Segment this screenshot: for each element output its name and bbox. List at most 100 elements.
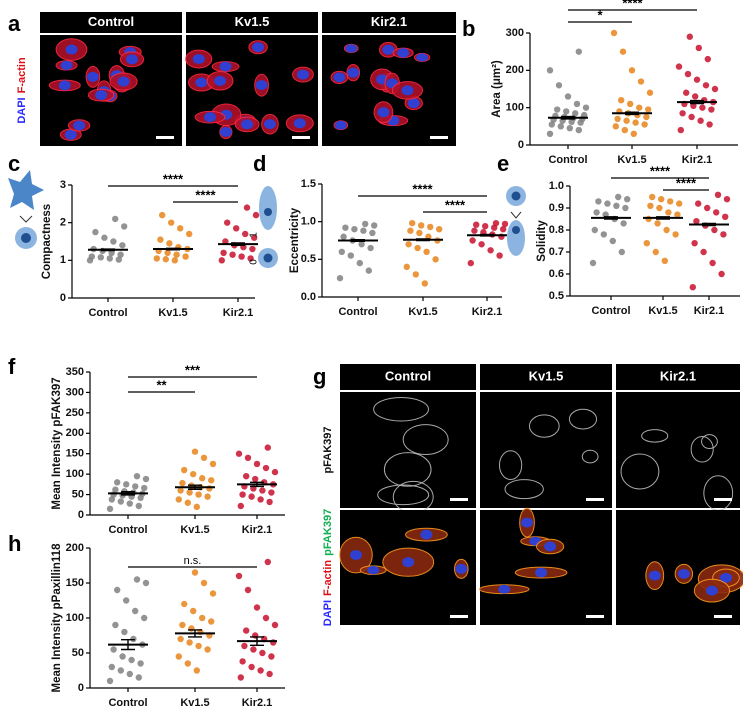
column-header: Control — [385, 368, 431, 383]
significance-label: *** — [185, 362, 201, 377]
sem-bar — [188, 629, 202, 638]
data-point — [262, 614, 270, 622]
cell — [620, 453, 660, 490]
x-tick-label: Control — [591, 305, 630, 317]
sem-bar — [250, 481, 264, 488]
data-point — [589, 259, 597, 267]
data-point — [108, 496, 116, 503]
data-point — [106, 255, 114, 262]
data-point — [636, 104, 643, 111]
data-point — [244, 586, 252, 594]
data-point — [709, 259, 716, 267]
row-label: DAPI F-actin — [16, 57, 28, 124]
data-point — [700, 248, 707, 256]
nucleus — [241, 119, 254, 130]
y-axis-label: Eccentricity — [289, 207, 301, 273]
data-point — [711, 226, 718, 234]
data-point — [365, 267, 372, 274]
data-point — [166, 240, 173, 247]
nucleus — [648, 570, 661, 581]
y-tick-label: 300 — [66, 386, 84, 398]
data-point — [340, 233, 347, 240]
sem-bar — [625, 111, 639, 116]
icon-solidity — [506, 186, 526, 256]
nucleus — [407, 98, 420, 109]
data-point — [646, 89, 654, 96]
data-point — [679, 110, 686, 117]
data-point — [473, 221, 480, 228]
nucleus — [677, 568, 690, 579]
data-point — [358, 241, 365, 248]
data-point — [632, 119, 639, 126]
data-point — [173, 251, 180, 258]
data-point — [423, 248, 430, 255]
data-point — [235, 450, 243, 457]
data-point — [117, 251, 124, 258]
sem-bar — [121, 491, 135, 496]
cell — [690, 435, 714, 463]
data-point — [706, 121, 713, 128]
data-point — [609, 237, 616, 245]
data-point — [362, 220, 369, 228]
data-point — [208, 477, 215, 484]
data-point — [432, 256, 439, 263]
stain-label: F-actin — [16, 57, 28, 93]
column-header-bg — [340, 364, 476, 390]
data-point — [615, 193, 622, 201]
sem-bar — [604, 216, 618, 220]
data-point — [262, 464, 270, 472]
data-point — [264, 558, 271, 566]
data-point — [157, 236, 164, 243]
data-point — [132, 483, 139, 490]
data-point — [591, 226, 598, 234]
data-point — [663, 226, 670, 234]
data-point — [478, 241, 485, 248]
data-point — [697, 117, 704, 124]
data-point — [218, 257, 225, 264]
data-point — [487, 247, 494, 254]
sem-bar — [656, 216, 670, 220]
y-tick-label: 0 — [78, 682, 84, 694]
sem-bar — [702, 222, 716, 227]
data-point — [239, 658, 246, 665]
data-point — [266, 670, 273, 678]
data-point — [97, 254, 105, 261]
data-point — [695, 44, 702, 52]
data-point — [554, 106, 561, 113]
data-point — [684, 70, 692, 78]
data-point — [171, 257, 178, 264]
stain-label: DAPI — [16, 97, 28, 123]
data-point — [618, 248, 625, 256]
cell — [373, 396, 429, 422]
data-point — [191, 448, 199, 455]
nucleus — [73, 120, 86, 131]
data-point — [628, 67, 636, 74]
data-point — [193, 503, 200, 511]
sem-bar — [188, 484, 202, 490]
data-point — [720, 231, 727, 238]
nucleus — [333, 72, 346, 83]
data-point — [119, 242, 126, 249]
micrograph — [340, 392, 476, 508]
data-point — [409, 219, 416, 227]
significance-label: * — [597, 7, 603, 22]
data-point — [142, 475, 150, 483]
sem-bar — [121, 639, 135, 651]
y-tick-label: 1.5 — [301, 178, 316, 190]
data-point — [600, 231, 607, 238]
data-point — [238, 253, 245, 260]
data-point — [367, 244, 374, 252]
data-point — [674, 211, 681, 218]
data-point — [243, 204, 251, 211]
significance-label: **** — [163, 171, 184, 186]
data-point — [336, 274, 344, 282]
panel-letter: g — [313, 364, 326, 389]
data-point — [190, 607, 197, 615]
scale-bar — [586, 498, 604, 501]
nucleus — [219, 127, 232, 138]
data-point — [667, 198, 674, 205]
data-point — [647, 202, 654, 209]
y-tick-label: 150 — [66, 448, 84, 460]
nucleus — [219, 61, 232, 72]
